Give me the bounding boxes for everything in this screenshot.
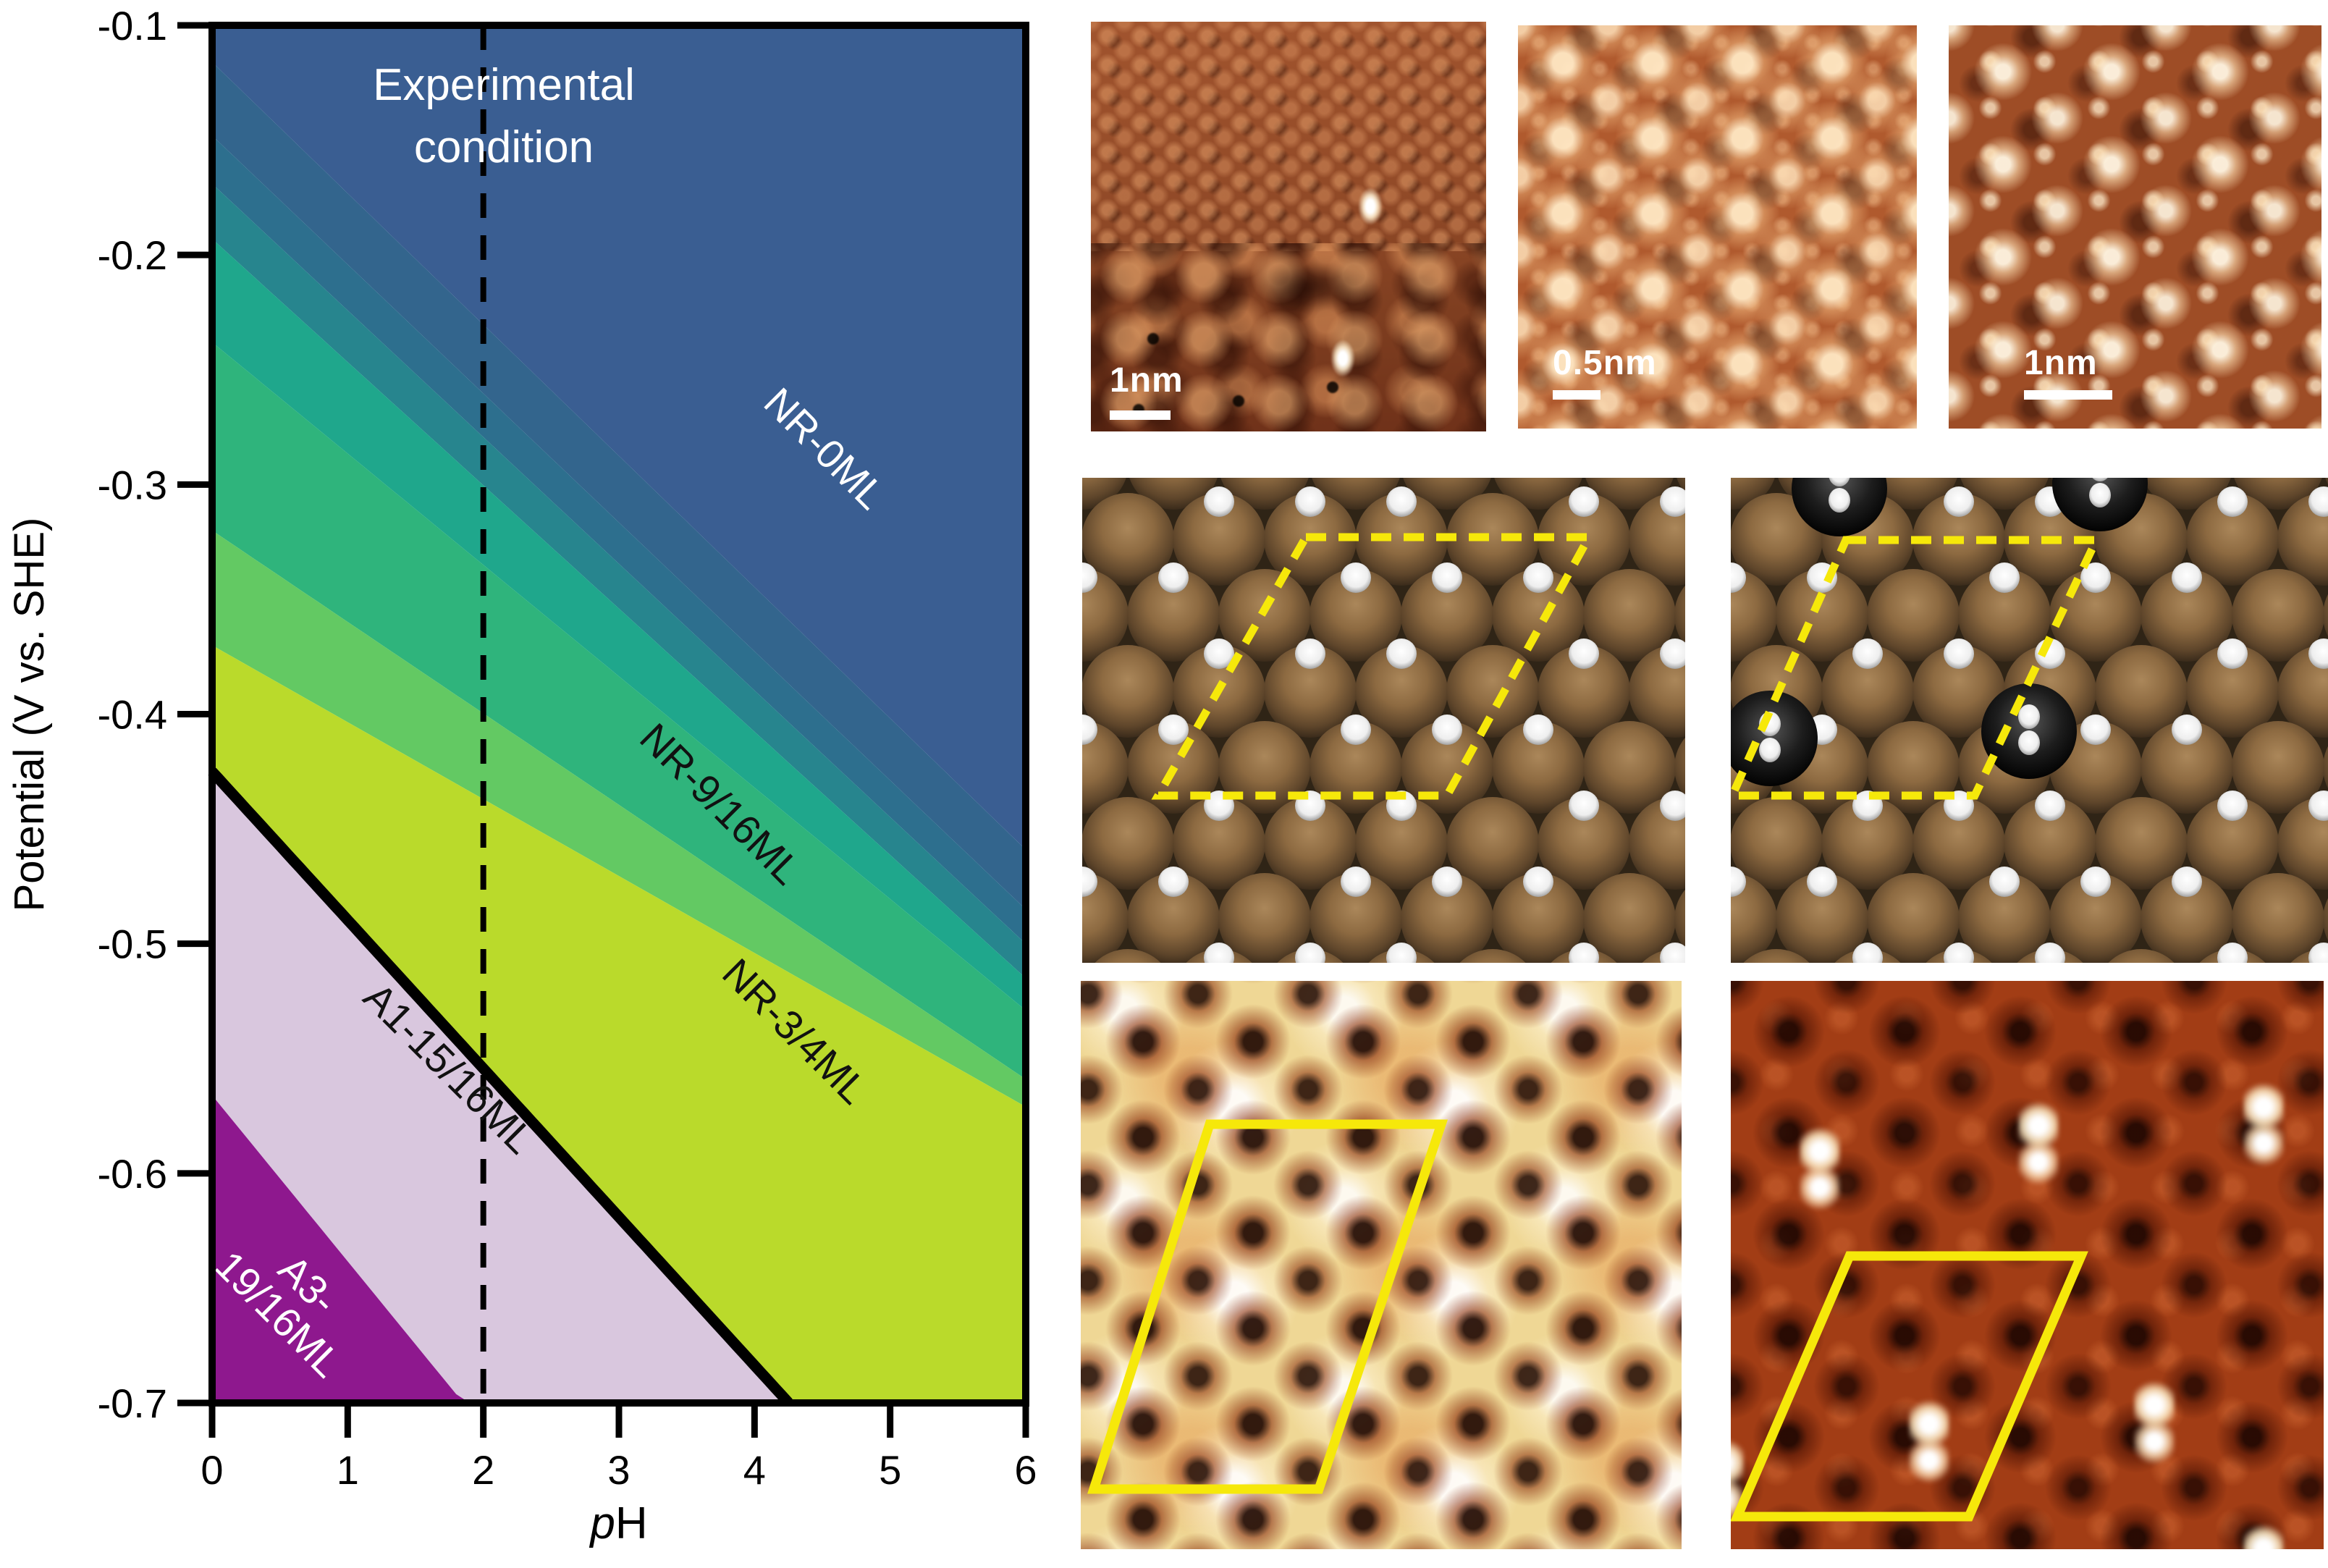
dark-defect-speck xyxy=(1147,333,1159,345)
svg-text:pH: pH xyxy=(589,1499,647,1548)
bright-protrusion xyxy=(2134,1379,2175,1466)
bright-protrusion xyxy=(2243,1081,2284,1168)
bright-protrusion xyxy=(1731,1437,1744,1524)
scale-bar: 0.5nm xyxy=(1553,343,1657,400)
svg-text:0: 0 xyxy=(201,1447,223,1493)
stm-image-large-scale: 1nm xyxy=(1091,22,1486,431)
svg-text:-0.7: -0.7 xyxy=(98,1381,168,1426)
bright-adsorbate-spot xyxy=(1358,187,1383,225)
svg-text:condition: condition xyxy=(414,122,594,172)
svg-text:5: 5 xyxy=(879,1447,901,1493)
scale-bar-line xyxy=(1553,390,1600,400)
scale-bar: 1nm xyxy=(1110,361,1184,420)
model1-render xyxy=(1082,478,1685,963)
svg-text:4: 4 xyxy=(743,1447,766,1493)
bright-protrusion xyxy=(1800,1125,1840,1212)
simulated-stm-A1 xyxy=(1081,981,1682,1549)
scale-bar-label: 0.5nm xyxy=(1553,344,1657,382)
svg-text:1: 1 xyxy=(337,1447,359,1493)
bright-protrusion xyxy=(2018,1100,2059,1186)
dark-defect-speck xyxy=(1233,395,1244,407)
stm-image-medium-scale: 0.5nm xyxy=(1518,25,1917,429)
svg-text:-0.6: -0.6 xyxy=(98,1151,168,1197)
bright-protrusion xyxy=(1909,1398,1949,1485)
phase-diagram-panel: NR-0ML NR-9/16ML NR-3/4ML A1-15/16ML A3-19/1… xyxy=(0,0,1057,1568)
stm-dark-smudge xyxy=(1254,261,1362,311)
phase-diagram-chart: NR-0MLNR-9/16MLNR-3/4MLA1-15/16MLA3-19/1… xyxy=(6,3,1037,1548)
unit-cell-outline xyxy=(1087,1119,1448,1494)
svg-text:2: 2 xyxy=(472,1447,494,1493)
svg-text:Potential (V vs. SHE): Potential (V vs. SHE) xyxy=(6,518,53,912)
svg-text:3: 3 xyxy=(607,1447,630,1493)
atomic-model-A1 xyxy=(1082,478,1685,963)
stm-lattice-texture xyxy=(1091,22,1486,251)
scale-bar-label: 1nm xyxy=(2024,344,2098,382)
stm-image-reconstruction: 1nm xyxy=(1949,25,2321,429)
sim2-overlay xyxy=(1731,1251,2088,1522)
svg-text:-0.4: -0.4 xyxy=(98,692,168,738)
bright-protrusion xyxy=(2243,1522,2284,1549)
sim1-overlay xyxy=(1087,1119,1448,1494)
scale-bar-line xyxy=(1110,410,1171,420)
unit-cell-outline xyxy=(1731,536,2103,800)
bright-adsorbate-spot xyxy=(1330,340,1355,377)
svg-text:Experimental: Experimental xyxy=(373,60,635,110)
svg-text:-0.1: -0.1 xyxy=(98,3,168,49)
svg-text:6: 6 xyxy=(1014,1447,1037,1493)
simulated-stm-A3 xyxy=(1731,981,2324,1549)
svg-text:-0.2: -0.2 xyxy=(98,232,168,278)
scale-bar-label: 1nm xyxy=(1110,361,1184,400)
scale-bar-line xyxy=(2024,390,2112,400)
unit-cell-outline xyxy=(1151,533,1596,800)
scale-bar: 1nm xyxy=(2024,343,2112,400)
atomic-model-A3 xyxy=(1731,478,2328,963)
svg-text:-0.3: -0.3 xyxy=(98,462,168,507)
dark-defect-speck xyxy=(1327,382,1338,393)
model2-render xyxy=(1731,478,2328,963)
svg-text:-0.5: -0.5 xyxy=(98,922,168,967)
